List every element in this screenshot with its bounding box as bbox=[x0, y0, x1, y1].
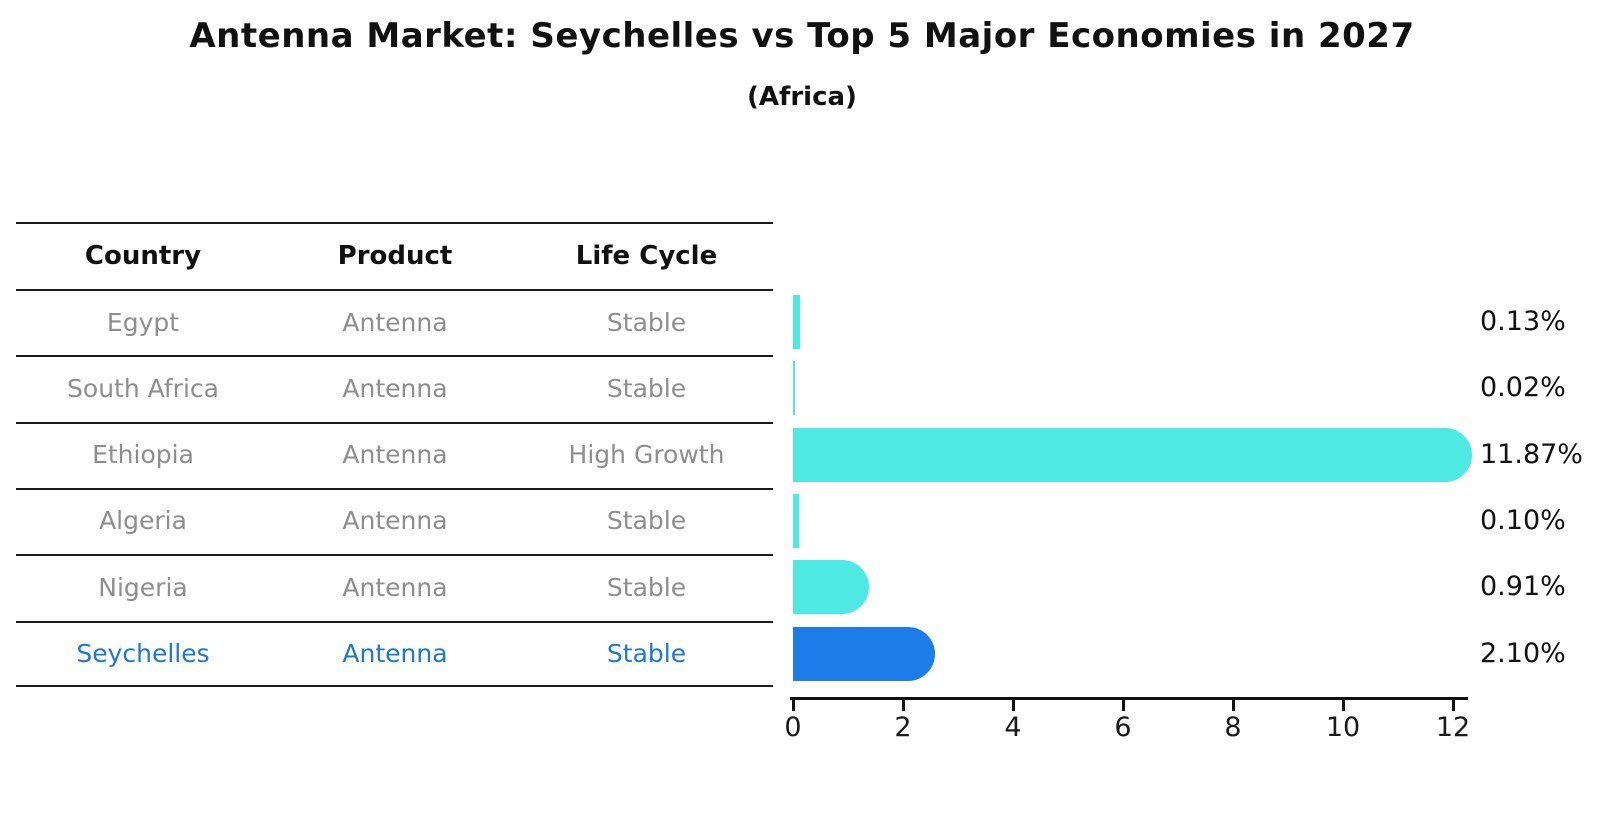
cell-country: Nigeria bbox=[98, 572, 188, 602]
cell-lifecycle: Stable bbox=[606, 373, 687, 403]
bar-egypt bbox=[793, 295, 800, 350]
value-label-egypt: 0.13% bbox=[1480, 306, 1566, 338]
x-axis-tick-label: 12 bbox=[1435, 712, 1471, 743]
table-separator-line bbox=[16, 289, 773, 291]
x-axis-tick bbox=[1231, 700, 1235, 711]
cell-country: Egypt bbox=[106, 307, 180, 337]
table-separator-line bbox=[16, 685, 773, 687]
cell-country: Seychelles bbox=[76, 639, 210, 668]
table-header-lifecycle: Life Cycle bbox=[575, 240, 718, 271]
x-axis-tick-label: 6 bbox=[1114, 712, 1132, 743]
table-row-egypt: Egypt Antenna Stable bbox=[16, 289, 773, 355]
bar-ethiopia bbox=[793, 427, 1472, 482]
table-row-seychelles: Seychelles Antenna Stable bbox=[16, 621, 773, 687]
table-header-row: Country Product Life Cycle bbox=[16, 222, 773, 289]
value-label-ethiopia: 11.87% bbox=[1480, 438, 1583, 470]
table-separator-line bbox=[16, 488, 773, 490]
table-row-algeria: Algeria Antenna Stable bbox=[16, 488, 773, 554]
table-row-nigeria: Nigeria Antenna Stable bbox=[16, 554, 773, 620]
cell-lifecycle: Stable bbox=[606, 639, 687, 668]
cell-lifecycle: Stable bbox=[606, 506, 687, 536]
cell-product: Antenna bbox=[342, 373, 448, 403]
cell-product: Antenna bbox=[342, 506, 448, 536]
table-row-south-africa: South Africa Antenna Stable bbox=[16, 355, 773, 421]
cell-lifecycle: High Growth bbox=[568, 440, 725, 470]
cell-country: South Africa bbox=[67, 373, 219, 403]
bar-seychelles bbox=[793, 626, 935, 681]
table-separator-line bbox=[16, 355, 773, 357]
bar-nigeria bbox=[793, 560, 870, 615]
cell-product: Antenna bbox=[342, 440, 448, 470]
bar-south-africa bbox=[793, 361, 795, 416]
value-label-algeria: 0.10% bbox=[1480, 505, 1566, 537]
cell-country: Ethiopia bbox=[92, 440, 194, 470]
value-label-seychelles: 2.10% bbox=[1480, 637, 1566, 669]
table-separator-line bbox=[16, 621, 773, 623]
x-axis-tick-label: 4 bbox=[1004, 712, 1022, 743]
table-header-country: Country bbox=[84, 240, 202, 271]
x-axis-tick-label: 2 bbox=[894, 712, 912, 743]
cell-product: Antenna bbox=[342, 639, 448, 668]
x-axis-tick bbox=[791, 700, 795, 711]
table-separator-line bbox=[16, 422, 773, 424]
value-label-south-africa: 0.02% bbox=[1480, 372, 1566, 404]
page-subtitle: (Africa) bbox=[747, 82, 857, 112]
x-axis-tick-label: 8 bbox=[1224, 712, 1242, 743]
cell-country: Algeria bbox=[99, 506, 187, 536]
x-axis-tick bbox=[1341, 700, 1345, 711]
bar-algeria bbox=[793, 494, 799, 549]
cell-lifecycle: Stable bbox=[606, 307, 687, 337]
table-separator-line bbox=[16, 554, 773, 556]
table-separator-line bbox=[16, 222, 773, 224]
cell-lifecycle: Stable bbox=[606, 572, 687, 602]
value-label-nigeria: 0.91% bbox=[1480, 571, 1566, 603]
x-axis-tick bbox=[1451, 700, 1455, 711]
x-axis-tick-label: 10 bbox=[1325, 712, 1361, 743]
x-axis-tick bbox=[1121, 700, 1125, 711]
table-header-product: Product bbox=[337, 240, 453, 271]
x-axis-tick bbox=[901, 700, 905, 711]
page-title: Antenna Market: Seychelles vs Top 5 Majo… bbox=[189, 16, 1415, 56]
cell-product: Antenna bbox=[342, 572, 448, 602]
x-axis-tick-label: 0 bbox=[784, 712, 802, 743]
x-axis-tick bbox=[1011, 700, 1015, 711]
x-axis-line bbox=[790, 697, 1468, 700]
table-row-ethiopia: Ethiopia Antenna High Growth bbox=[16, 422, 773, 488]
cell-product: Antenna bbox=[342, 307, 448, 337]
